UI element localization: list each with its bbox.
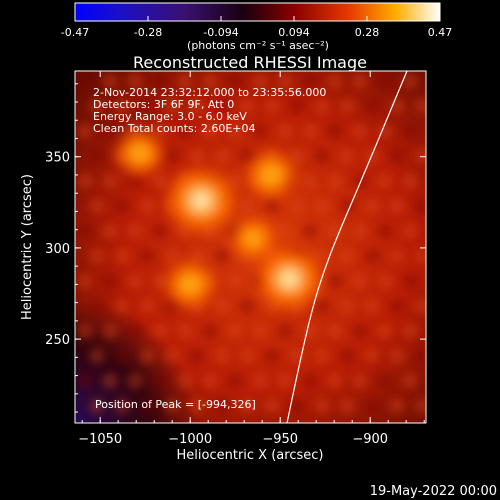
y-axis-ticks: 250 300 350 bbox=[45, 83, 426, 413]
emission-sources bbox=[118, 132, 320, 308]
x-tick-label: −950 bbox=[262, 432, 298, 447]
annotation-line: Detectors: 3F 6F 9F, Att 0 bbox=[93, 98, 234, 111]
colorbar-unit-label: (photons cm⁻² s⁻¹ asec⁻²) bbox=[187, 39, 329, 52]
heatmap-image bbox=[75, 71, 426, 423]
colorbar bbox=[74, 2, 441, 22]
x-tick-label: −1050 bbox=[78, 432, 122, 447]
plot-frame bbox=[74, 70, 427, 424]
y-tick-label: 350 bbox=[45, 151, 70, 166]
y-axis-label: Heliocentric Y (arcsec) bbox=[20, 174, 35, 320]
colorbar-tick-label: 0.28 bbox=[355, 26, 380, 39]
source-core bbox=[243, 229, 264, 249]
x-axis-label: Heliocentric X (arcsec) bbox=[177, 448, 324, 463]
y-tick-label: 250 bbox=[45, 333, 70, 348]
source-core bbox=[128, 142, 151, 164]
annotation-line: Energy Range: 3.0 - 6.0 keV bbox=[93, 110, 247, 123]
colorbar-tick-label: -0.094 bbox=[203, 26, 238, 39]
chart-title: Reconstructed RHESSI Image bbox=[133, 53, 367, 72]
peak-position-label: Position of Peak = [-994,326] bbox=[95, 398, 256, 411]
colorbar-ticks: -0.47 -0.28 -0.094 0.094 0.28 0.47 bbox=[61, 16, 452, 39]
y-tick-label: 300 bbox=[45, 242, 70, 257]
source-peak bbox=[192, 192, 210, 209]
colorbar-tick-label: 0.094 bbox=[278, 26, 310, 39]
colorbar-tick-label: -0.47 bbox=[61, 26, 89, 39]
colorbar-tick-label: -0.28 bbox=[134, 26, 162, 39]
x-tick-label: −900 bbox=[352, 432, 388, 447]
x-axis-ticks: −1050 −1000 −950 −900 bbox=[78, 71, 425, 447]
source-core bbox=[259, 164, 283, 186]
annotation-line: 2-Nov-2014 23:32:12.000 to 23:35:56.000 bbox=[93, 86, 326, 99]
annotation-line: Clean Total counts: 2.60E+04 bbox=[93, 122, 256, 135]
timestamp: 19-May-2022 00:00 bbox=[370, 484, 497, 499]
colorbar-tick-label: 0.47 bbox=[428, 26, 453, 39]
solar-limb bbox=[286, 71, 408, 423]
source-peak bbox=[280, 271, 298, 287]
source-core bbox=[178, 273, 202, 296]
annotation-block: 2-Nov-2014 23:32:12.000 to 23:35:56.000D… bbox=[93, 86, 326, 135]
x-tick-label: −1000 bbox=[168, 432, 212, 447]
